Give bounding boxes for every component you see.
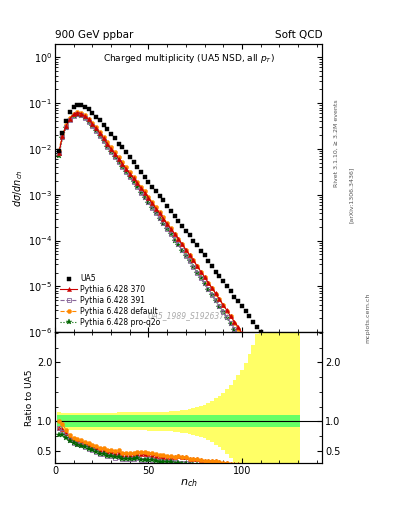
Y-axis label: Ratio to UA5: Ratio to UA5 (25, 370, 34, 426)
Line: Pythia 6.428 370: Pythia 6.428 370 (57, 111, 319, 454)
Pythia 6.428 391 (202, 280, 207, 286)
Pythia 6.428 391 (314, 458, 319, 464)
Pythia 6.428 391 (277, 397, 282, 403)
Pythia 6.428 default (120, 159, 125, 165)
Pythia 6.428 pro-q2o (202, 282, 207, 288)
Legend: UA5, Pythia 6.428 370, Pythia 6.428 391, Pythia 6.428 default, Pythia 6.428 pro-: UA5, Pythia 6.428 370, Pythia 6.428 391,… (59, 273, 162, 328)
Text: [arXiv:1306.3436]: [arXiv:1306.3436] (349, 166, 354, 223)
Line: Pythia 6.428 pro-q2o: Pythia 6.428 pro-q2o (56, 112, 320, 467)
Pythia 6.428 pro-q2o (281, 405, 285, 411)
Pythia 6.428 391 (281, 403, 285, 410)
Pythia 6.428 370 (314, 449, 319, 455)
UA5 (296, 383, 300, 390)
Text: Soft QCD: Soft QCD (275, 30, 322, 40)
Pythia 6.428 370 (281, 395, 285, 401)
Pythia 6.428 370 (75, 110, 80, 116)
X-axis label: $n_{ch}$: $n_{ch}$ (180, 478, 198, 489)
UA5 (266, 339, 270, 346)
Pythia 6.428 pro-q2o (314, 461, 319, 467)
Pythia 6.428 default (139, 184, 143, 190)
Line: UA5: UA5 (56, 102, 300, 389)
Pythia 6.428 default (277, 391, 282, 397)
UA5 (161, 198, 166, 204)
UA5 (75, 102, 80, 108)
Pythia 6.428 391 (75, 111, 80, 117)
Pythia 6.428 pro-q2o (120, 164, 125, 170)
Y-axis label: $d\sigma/dn_{ch}$: $d\sigma/dn_{ch}$ (11, 169, 25, 207)
UA5 (184, 228, 188, 234)
Text: Charged multiplicity (UA5 NSD, all $p_T$): Charged multiplicity (UA5 NSD, all $p_T$… (103, 52, 275, 65)
Pythia 6.428 391 (94, 127, 99, 134)
Pythia 6.428 default (75, 109, 80, 115)
Pythia 6.428 370 (139, 185, 143, 191)
Pythia 6.428 default (57, 148, 61, 154)
Text: UA5_1989_S1926373: UA5_1989_S1926373 (148, 312, 230, 321)
UA5 (288, 373, 293, 379)
UA5 (131, 159, 136, 165)
Pythia 6.428 370 (57, 151, 61, 157)
Text: 900 GeV ppbar: 900 GeV ppbar (55, 30, 133, 40)
Pythia 6.428 default (94, 124, 99, 130)
Pythia 6.428 370 (277, 389, 282, 395)
Pythia 6.428 pro-q2o (139, 190, 143, 196)
UA5 (116, 141, 121, 147)
Pythia 6.428 pro-q2o (75, 112, 80, 118)
Pythia 6.428 370 (202, 274, 207, 280)
Pythia 6.428 391 (139, 190, 143, 196)
Pythia 6.428 pro-q2o (277, 399, 282, 405)
Pythia 6.428 370 (120, 160, 125, 166)
UA5 (57, 148, 61, 154)
Pythia 6.428 default (314, 453, 319, 459)
Pythia 6.428 pro-q2o (94, 127, 99, 134)
Pythia 6.428 default (202, 274, 207, 280)
Line: Pythia 6.428 default: Pythia 6.428 default (57, 110, 319, 458)
Pythia 6.428 370 (94, 125, 99, 132)
Line: Pythia 6.428 391: Pythia 6.428 391 (57, 112, 319, 463)
Pythia 6.428 391 (120, 164, 125, 170)
Text: mcplots.cern.ch: mcplots.cern.ch (365, 292, 370, 343)
Pythia 6.428 391 (57, 151, 61, 157)
Pythia 6.428 pro-q2o (57, 153, 61, 159)
Text: Rivet 3.1.10, ≥ 3.2M events: Rivet 3.1.10, ≥ 3.2M events (334, 99, 338, 187)
Pythia 6.428 default (281, 397, 285, 403)
